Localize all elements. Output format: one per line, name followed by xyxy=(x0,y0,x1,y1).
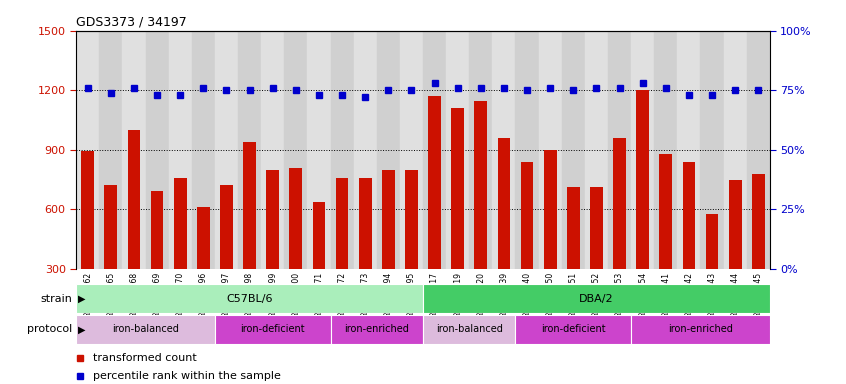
Bar xyxy=(192,31,215,269)
Text: strain: strain xyxy=(40,293,72,304)
Text: iron-enriched: iron-enriched xyxy=(668,324,733,334)
Bar xyxy=(168,31,192,269)
Bar xyxy=(146,31,168,269)
Bar xyxy=(238,31,261,269)
Bar xyxy=(123,31,146,269)
Bar xyxy=(400,31,423,269)
Bar xyxy=(128,130,140,269)
Bar xyxy=(151,192,163,269)
Bar xyxy=(700,31,723,269)
Bar xyxy=(520,162,534,269)
Text: ▶: ▶ xyxy=(78,293,85,304)
Bar xyxy=(405,170,418,269)
Bar xyxy=(197,207,210,269)
Bar xyxy=(220,185,233,269)
Bar xyxy=(307,31,331,269)
Bar xyxy=(752,174,765,269)
Bar xyxy=(215,315,331,344)
Bar xyxy=(636,90,649,269)
Bar xyxy=(475,101,487,269)
Bar xyxy=(678,31,700,269)
Bar xyxy=(423,31,446,269)
Bar xyxy=(266,170,279,269)
Text: DBA/2: DBA/2 xyxy=(580,293,613,304)
Text: ▶: ▶ xyxy=(78,324,85,334)
Bar xyxy=(76,284,423,313)
Bar xyxy=(492,31,515,269)
Text: protocol: protocol xyxy=(27,324,72,334)
Bar xyxy=(354,31,376,269)
Bar xyxy=(654,31,678,269)
Text: iron-balanced: iron-balanced xyxy=(112,324,179,334)
Bar xyxy=(81,151,94,269)
Bar xyxy=(747,31,770,269)
Text: iron-deficient: iron-deficient xyxy=(541,324,606,334)
Bar xyxy=(76,31,99,269)
Bar xyxy=(544,150,557,269)
Bar xyxy=(590,187,603,269)
Bar xyxy=(728,180,742,269)
Bar xyxy=(423,284,770,313)
Bar xyxy=(659,154,673,269)
Bar xyxy=(567,187,580,269)
Bar xyxy=(631,31,654,269)
Bar xyxy=(470,31,492,269)
Bar xyxy=(382,170,395,269)
Text: transformed count: transformed count xyxy=(93,353,197,363)
Bar xyxy=(706,214,718,269)
Bar xyxy=(497,138,510,269)
Bar xyxy=(243,142,256,269)
Bar xyxy=(215,31,238,269)
Bar xyxy=(336,177,349,269)
Bar xyxy=(261,31,284,269)
Bar xyxy=(376,31,400,269)
Text: C57BL/6: C57BL/6 xyxy=(227,293,272,304)
Bar xyxy=(539,31,562,269)
Bar xyxy=(723,31,747,269)
Bar xyxy=(312,202,326,269)
Bar xyxy=(289,168,302,269)
Bar xyxy=(359,177,371,269)
Bar xyxy=(451,108,464,269)
Bar xyxy=(428,96,441,269)
Bar xyxy=(423,315,515,344)
Bar xyxy=(173,177,187,269)
Bar xyxy=(631,315,770,344)
Text: percentile rank within the sample: percentile rank within the sample xyxy=(93,371,282,381)
Bar xyxy=(515,315,631,344)
Bar xyxy=(104,185,118,269)
Bar xyxy=(683,162,695,269)
Bar xyxy=(613,138,626,269)
Bar xyxy=(608,31,631,269)
Text: GDS3373 / 34197: GDS3373 / 34197 xyxy=(76,15,187,28)
Bar xyxy=(585,31,608,269)
Text: iron-balanced: iron-balanced xyxy=(436,324,503,334)
Text: iron-deficient: iron-deficient xyxy=(240,324,305,334)
Bar xyxy=(562,31,585,269)
Text: iron-enriched: iron-enriched xyxy=(344,324,409,334)
Bar xyxy=(76,315,215,344)
Bar xyxy=(284,31,307,269)
Bar xyxy=(99,31,123,269)
Bar xyxy=(331,315,423,344)
Bar xyxy=(331,31,354,269)
Bar xyxy=(446,31,470,269)
Bar xyxy=(515,31,539,269)
